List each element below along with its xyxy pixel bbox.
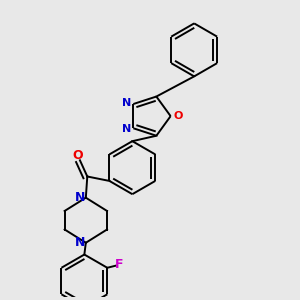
Text: N: N <box>122 98 131 108</box>
Text: O: O <box>72 149 83 162</box>
Text: O: O <box>173 110 183 121</box>
Text: N: N <box>75 236 86 249</box>
Text: N: N <box>122 124 131 134</box>
Text: F: F <box>115 258 123 271</box>
Text: N: N <box>75 190 86 204</box>
